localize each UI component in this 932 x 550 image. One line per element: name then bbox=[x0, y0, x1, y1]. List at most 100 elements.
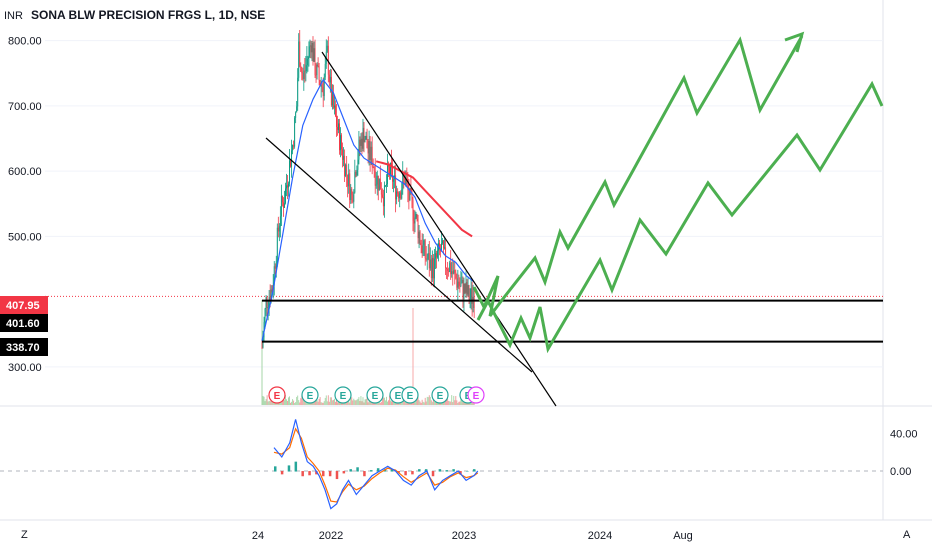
candle-body bbox=[410, 187, 412, 192]
volume-bar bbox=[366, 396, 368, 405]
volume-bar bbox=[367, 402, 369, 405]
candle-body bbox=[351, 188, 353, 195]
candle-body bbox=[429, 259, 431, 269]
volume-bar bbox=[328, 401, 330, 405]
volume-bar bbox=[472, 402, 474, 405]
indicator-main-line bbox=[273, 419, 479, 510]
candle-body bbox=[414, 217, 416, 224]
indicator-histogram-bar bbox=[349, 469, 352, 472]
indicator-histogram-bar bbox=[472, 469, 476, 472]
volume-bar bbox=[427, 397, 429, 405]
candle-body bbox=[327, 45, 329, 75]
candle-body bbox=[294, 117, 296, 147]
candle-body bbox=[467, 285, 469, 295]
indicator-histogram-bar bbox=[280, 471, 284, 475]
volume-bar bbox=[455, 396, 457, 405]
price-tick-label: 600.00 bbox=[8, 166, 42, 178]
candle-body bbox=[430, 259, 432, 279]
price-axis[interactable]: 800.00 700.00 600.00 500.00 300.00 bbox=[8, 36, 42, 374]
volume-bar bbox=[404, 402, 406, 405]
time-tick-label: 2024 bbox=[588, 530, 612, 542]
candle-body bbox=[353, 192, 355, 202]
volume-bar bbox=[321, 402, 323, 405]
earnings-marker-label[interactable]: E bbox=[340, 391, 347, 402]
volume-bar bbox=[453, 395, 455, 405]
candle-body bbox=[369, 141, 371, 160]
indicator-histogram-bar bbox=[459, 471, 462, 475]
earnings-marker-label[interactable]: E bbox=[274, 391, 281, 402]
support-levels[interactable] bbox=[262, 299, 883, 343]
volume-bar bbox=[456, 400, 458, 405]
candle-body bbox=[301, 71, 303, 74]
earnings-marker-label[interactable]: E bbox=[395, 391, 402, 402]
indicator-histogram-bar bbox=[431, 471, 435, 477]
earnings-marker-label[interactable]: E bbox=[407, 391, 414, 402]
ma-fast-polyline bbox=[261, 78, 475, 341]
candle-body bbox=[305, 65, 307, 72]
candle-body bbox=[470, 288, 472, 299]
price-tick-label: 800.00 bbox=[8, 36, 42, 48]
indicator-histogram-bar bbox=[335, 471, 339, 480]
earnings-marker-ring[interactable] bbox=[334, 386, 352, 404]
earnings-marker-label[interactable]: E bbox=[437, 391, 444, 402]
trend-drawings[interactable] bbox=[265, 51, 557, 407]
candle-body bbox=[339, 123, 340, 151]
candle-body bbox=[422, 245, 424, 254]
earnings-marker-ring[interactable] bbox=[366, 386, 384, 404]
volume-bar bbox=[303, 397, 305, 405]
projection-arrowhead[interactable] bbox=[784, 31, 805, 53]
candle-body bbox=[428, 253, 430, 269]
earnings-marker-ring[interactable] bbox=[301, 386, 319, 404]
candle-body bbox=[407, 181, 409, 191]
volume-bar bbox=[331, 400, 333, 405]
volume-bar bbox=[432, 397, 434, 405]
indicator-axis[interactable]: 40.00 0.00 bbox=[890, 428, 918, 478]
earnings-markers[interactable]: EEEEEEEEE bbox=[268, 386, 485, 404]
candle-body bbox=[283, 203, 285, 208]
candle-body bbox=[277, 227, 279, 232]
candle-body bbox=[319, 80, 321, 86]
earnings-marker-label[interactable]: E bbox=[372, 391, 379, 402]
earnings-marker-ring[interactable] bbox=[268, 386, 286, 404]
volume-bar bbox=[318, 398, 320, 405]
candle-body bbox=[307, 56, 309, 60]
projection-path-lower[interactable] bbox=[476, 80, 884, 354]
candle-body bbox=[273, 266, 275, 286]
ma-fast-line bbox=[261, 78, 475, 341]
auto-scale-button[interactable]: A bbox=[903, 529, 911, 541]
volume-bar bbox=[361, 401, 363, 405]
candle-body bbox=[338, 123, 339, 131]
candle-body bbox=[450, 262, 452, 275]
earnings-marker-ring[interactable] bbox=[401, 386, 419, 404]
upper-trendline[interactable] bbox=[321, 51, 557, 407]
candle-body bbox=[375, 184, 377, 186]
candle-body bbox=[388, 165, 389, 167]
candle-body bbox=[457, 281, 459, 288]
candle-body bbox=[383, 185, 385, 207]
volume-bar bbox=[290, 402, 292, 405]
zoom-button[interactable]: Z bbox=[21, 529, 28, 541]
candle-body bbox=[280, 195, 282, 217]
candle-body bbox=[328, 74, 330, 83]
earnings-marker-label[interactable]: E bbox=[307, 391, 314, 402]
indicator-histogram-bar bbox=[390, 469, 394, 472]
candle-body bbox=[426, 258, 428, 260]
earnings-marker-ring[interactable] bbox=[431, 386, 449, 404]
volume-bar bbox=[338, 401, 339, 405]
earnings-marker-ring[interactable] bbox=[467, 386, 485, 404]
volume-bar bbox=[296, 396, 298, 405]
volume-bar bbox=[431, 401, 433, 405]
time-axis[interactable]: 24 2022 2023 2024 Aug bbox=[252, 530, 693, 542]
candle-body bbox=[360, 138, 362, 146]
candle-body bbox=[268, 297, 270, 308]
candle-body bbox=[416, 213, 418, 219]
projection-arrows[interactable] bbox=[472, 31, 884, 354]
earnings-marker-label[interactable]: E bbox=[473, 391, 480, 402]
candle-body bbox=[348, 173, 350, 187]
volume-bar bbox=[389, 395, 390, 405]
candle-body bbox=[320, 84, 322, 86]
projection-path-upper[interactable] bbox=[472, 35, 804, 317]
volume-bar bbox=[262, 395, 264, 405]
lower-trendline[interactable] bbox=[265, 137, 533, 373]
